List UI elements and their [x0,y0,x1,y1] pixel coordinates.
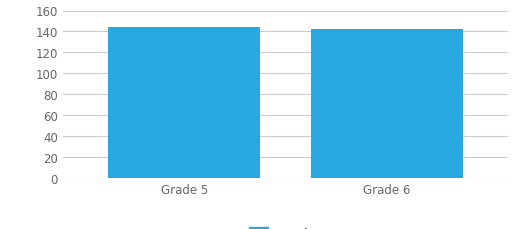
Bar [108,28,260,179]
Bar [311,30,463,179]
Legend: Grades: Grades [244,222,328,229]
